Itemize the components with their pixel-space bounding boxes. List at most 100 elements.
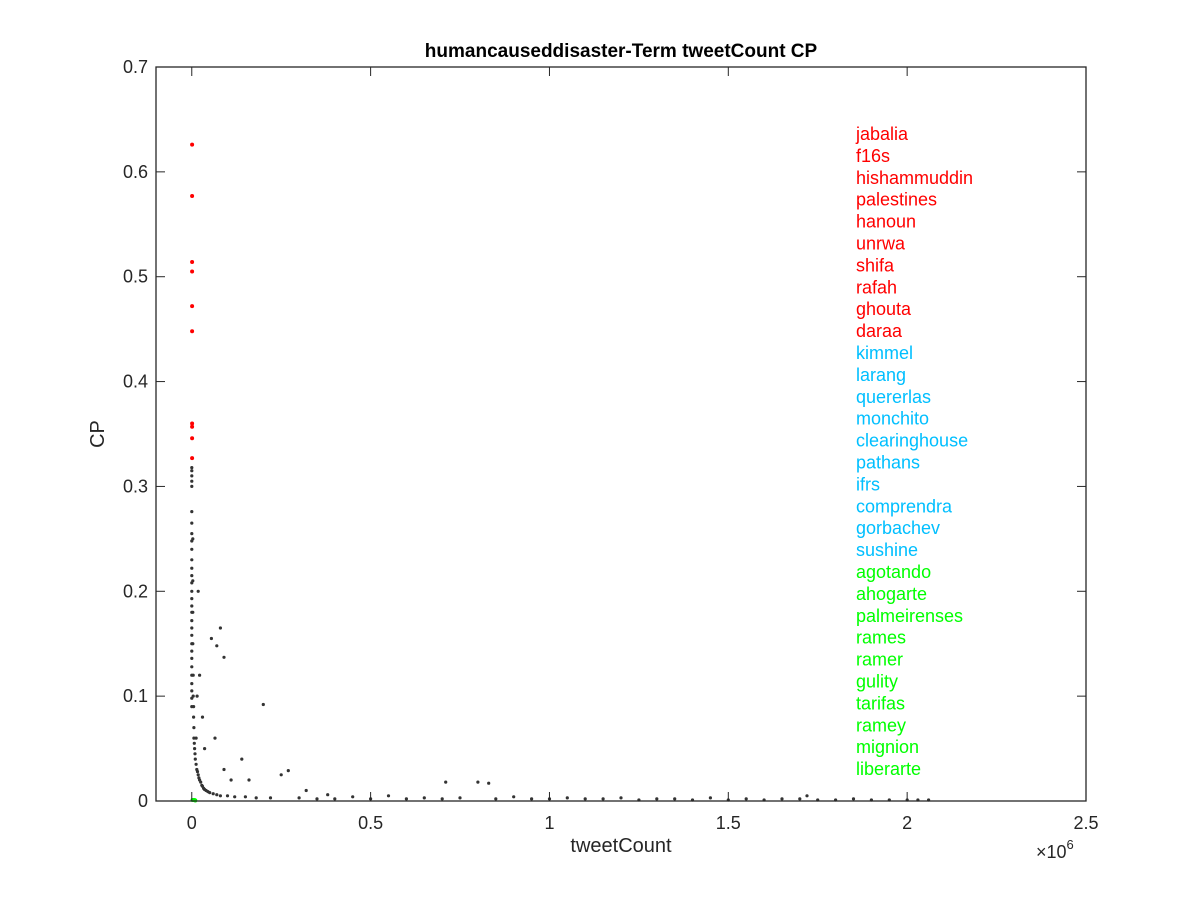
term-label-middle: comprendra	[856, 496, 953, 516]
data-point	[404, 797, 408, 801]
term-label-bottom: ahogarte	[856, 584, 927, 604]
data-point	[195, 770, 200, 774]
data-point	[190, 682, 194, 686]
data-point	[190, 558, 194, 562]
data-point	[240, 757, 244, 761]
highlight-point-top	[190, 260, 195, 264]
highlight-point-top	[190, 421, 195, 426]
data-point	[192, 715, 196, 719]
term-label-top: palestines	[856, 190, 937, 210]
data-point	[215, 644, 219, 648]
data-point	[655, 797, 659, 801]
term-label-middle: clearinghouse	[856, 431, 968, 451]
data-point	[708, 796, 713, 800]
data-point	[476, 780, 480, 784]
highlight-point-top	[190, 424, 195, 429]
term-label-top: daraa	[856, 321, 903, 341]
data-point	[190, 649, 194, 653]
data-point	[211, 792, 215, 796]
y-tick-label: 0.4	[123, 372, 148, 392]
data-point	[218, 794, 222, 798]
data-point	[191, 694, 195, 698]
data-point	[440, 797, 444, 801]
term-label-top: hanoun	[856, 212, 916, 232]
term-label-bottom: ramey	[856, 715, 906, 735]
term-label-middle: kimmel	[856, 343, 913, 363]
data-point	[304, 788, 308, 793]
data-point	[673, 797, 677, 801]
plot-area	[156, 67, 1086, 801]
x-tick-label: 1	[544, 813, 554, 833]
data-point	[190, 479, 194, 483]
data-point	[422, 796, 426, 800]
data-point	[458, 796, 462, 800]
data-point	[195, 694, 199, 698]
data-point	[565, 796, 569, 800]
highlight-point-top	[190, 436, 195, 441]
data-point	[279, 773, 283, 777]
x-exponent-label: ×106	[1036, 837, 1074, 862]
background-points	[190, 466, 931, 802]
term-label-middle: gorbachev	[856, 518, 940, 538]
data-point	[193, 757, 197, 761]
y-tick-label: 0.5	[123, 267, 148, 287]
data-point	[222, 767, 226, 772]
highlight-point-top	[190, 269, 195, 274]
data-point	[215, 793, 219, 797]
data-point	[619, 796, 623, 800]
x-tick-label: 1.5	[716, 813, 741, 833]
data-point	[798, 797, 802, 801]
term-label-top: f16s	[856, 146, 890, 166]
data-point	[780, 797, 784, 801]
data-point	[190, 633, 194, 637]
data-point	[247, 778, 251, 782]
term-label-top: ghouta	[856, 299, 912, 319]
data-point	[192, 705, 196, 709]
data-point	[487, 781, 491, 785]
data-point	[494, 797, 498, 801]
data-point	[326, 793, 330, 797]
data-point	[190, 566, 194, 570]
data-point	[190, 466, 194, 470]
chart-title: humancauseddisaster-Term tweetCount CP	[425, 41, 818, 62]
data-point	[194, 736, 198, 740]
data-point	[333, 797, 337, 801]
data-point	[222, 655, 226, 659]
term-label-middle: sushine	[856, 540, 918, 560]
data-point	[190, 589, 194, 593]
term-label-middle: quererlas	[856, 387, 931, 407]
term-label-bottom: palmeirenses	[856, 606, 963, 626]
term-label-top: hishammuddin	[856, 168, 973, 188]
data-point	[200, 715, 205, 719]
highlight-point-top	[190, 142, 195, 147]
data-point	[190, 665, 194, 669]
x-tick-label: 2.5	[1073, 813, 1098, 833]
data-point	[190, 619, 194, 623]
data-point	[198, 673, 202, 677]
term-label-top: shifa	[856, 255, 895, 275]
data-point	[851, 797, 856, 801]
data-point	[254, 796, 258, 800]
data-point	[193, 747, 197, 751]
x-tick-label: 0.5	[358, 813, 383, 833]
data-point	[208, 791, 212, 795]
data-point	[268, 796, 273, 800]
data-point	[196, 773, 200, 777]
data-point	[192, 736, 196, 740]
data-point	[233, 795, 237, 799]
y-tick-label: 0.7	[123, 57, 148, 77]
data-point	[191, 673, 195, 677]
highlight-point-top	[190, 329, 195, 334]
term-label-middle: pathans	[856, 453, 920, 473]
data-point	[190, 521, 194, 525]
data-point	[190, 604, 194, 608]
term-label-middle: larang	[856, 365, 906, 385]
data-point	[209, 636, 213, 641]
data-point	[190, 626, 194, 630]
data-point	[194, 762, 198, 766]
data-point	[386, 794, 391, 798]
y-tick-label: 0	[138, 791, 148, 811]
data-point	[229, 778, 233, 782]
data-point	[190, 510, 194, 514]
highlight-point-top	[190, 194, 195, 198]
